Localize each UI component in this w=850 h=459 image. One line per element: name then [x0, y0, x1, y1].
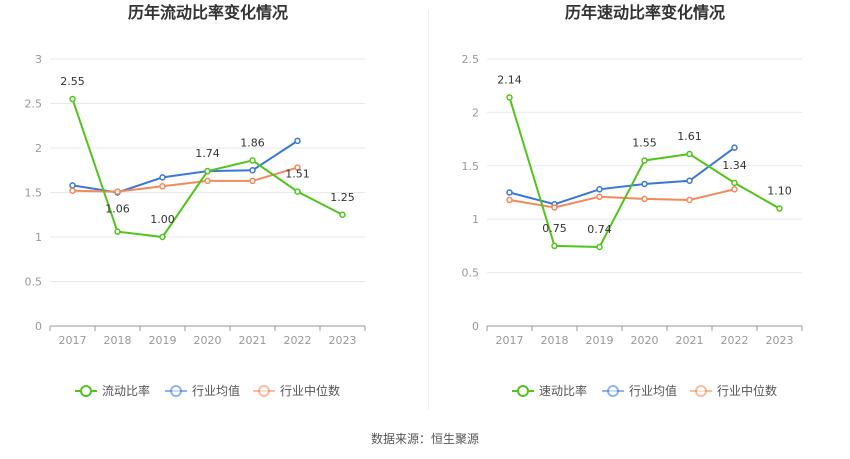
chart1-data-point	[249, 167, 256, 174]
chart2-x-tick-label: 2021	[676, 334, 704, 347]
chart2-data-point	[641, 180, 648, 188]
chart2-data-point	[686, 150, 693, 158]
chart1-y-tick-label: 1	[35, 231, 42, 244]
chart1-legend-marker	[80, 385, 92, 397]
chart2-data-point	[596, 243, 603, 251]
chart1-legend-marker	[258, 385, 270, 397]
chart1-data-point	[204, 177, 211, 185]
chart2-data-label: 0.74	[587, 223, 612, 236]
chart2-data-point	[596, 193, 603, 201]
chart1-legend-label: 流动比率	[102, 383, 150, 398]
chart1-x-tick-label: 2021	[239, 334, 267, 347]
chart2-data-point	[731, 179, 738, 187]
chart2-legend-label: 行业中位数	[717, 383, 777, 398]
chart1-data-label: 1.06	[105, 203, 130, 216]
chart1-data-point	[249, 177, 256, 185]
chart1-data-point	[114, 228, 121, 235]
chart1-y-tick-label: 0	[35, 320, 42, 333]
chart2-y-tick-label: 0	[472, 320, 479, 333]
chart1-x-tick-label: 2023	[329, 334, 357, 347]
chart2-legend-label: 速动比率	[539, 383, 587, 398]
chart1-x-tick-label: 2018	[104, 334, 132, 347]
chart1-data-point	[69, 182, 76, 189]
chart1-y-tick-label: 2.5	[25, 98, 43, 111]
chart2-data-label: 2.14	[497, 73, 522, 86]
chart1-y-tick-label: 1.5	[25, 187, 43, 200]
chart1-x-tick-label: 2022	[284, 334, 312, 347]
chart1-data-point	[249, 157, 256, 164]
chart1-y-tick-label: 0.5	[25, 276, 43, 289]
chart2-x-tick-label: 2019	[586, 334, 614, 347]
data-source-footer: 数据来源：恒生聚源	[370, 432, 479, 446]
chart1-data-point	[159, 233, 166, 241]
chart2-data-label: 1.10	[767, 185, 792, 198]
chart2-title: 历年速动比率变化情况	[565, 3, 725, 22]
chart2-data-point	[551, 204, 558, 211]
chart2-data-label: 1.61	[677, 130, 702, 143]
chart2-x-tick-label: 2023	[766, 334, 794, 347]
chart2-data-point	[506, 196, 513, 204]
chart1-data-label: 1.25	[330, 191, 355, 204]
chart1-data-point	[69, 95, 76, 103]
chart1-legend-label: 行业中位数	[280, 383, 340, 398]
chart2-data-point	[596, 186, 603, 193]
panel-divider	[428, 10, 429, 410]
chart2-data-point	[731, 144, 738, 151]
chart2-y-tick-label: 1	[472, 213, 479, 226]
chart1-data-point	[159, 174, 166, 181]
chart1-series-line-industry-median	[72, 166, 298, 193]
chart2-data-point	[641, 195, 648, 203]
chart2-legend-marker	[695, 385, 707, 397]
chart1-x-tick-label: 2017	[59, 334, 87, 347]
chart1-data-label: 2.55	[60, 75, 85, 88]
chart2-y-tick-label: 2.5	[462, 53, 480, 66]
chart2-data-point	[686, 177, 693, 185]
chart2-x-tick-label: 2018	[541, 334, 569, 347]
chart2-series-line-industry-median	[509, 188, 735, 209]
chart2-data-point	[506, 189, 513, 196]
chart2-y-tick-label: 1.5	[462, 160, 480, 173]
chart2-y-tick-label: 0.5	[462, 267, 480, 280]
chart1-data-label: 1.00	[150, 213, 175, 226]
chart2-x-tick-label: 2020	[631, 334, 659, 347]
chart2-data-point	[551, 242, 558, 250]
chart1-data-point	[159, 183, 166, 190]
chart1-data-point	[294, 137, 301, 145]
chart2-data-point	[731, 186, 738, 193]
chart2-data-label: 1.34	[722, 159, 747, 172]
chart2-data-point	[641, 157, 648, 164]
chart2-data-point	[686, 196, 693, 204]
chart2-y-tick-label: 2	[472, 106, 479, 119]
chart1-title: 历年流动比率变化情况	[128, 3, 288, 22]
chart2-data-label: 0.75	[542, 222, 567, 235]
chart1-data-label: 1.86	[240, 136, 265, 149]
chart2-data-label: 1.55	[632, 136, 657, 149]
chart2-data-point	[506, 94, 513, 101]
chart1-data-point	[294, 164, 301, 171]
chart1-x-tick-label: 2020	[194, 334, 222, 347]
chart1-legend-marker	[170, 385, 182, 397]
chart1-data-point	[114, 188, 121, 195]
chart1-data-point	[294, 188, 301, 195]
chart2-legend-marker	[517, 385, 529, 397]
chart1-x-tick-label: 2019	[149, 334, 177, 347]
chart2-series-line-industry-mean	[509, 146, 736, 206]
chart2-x-tick-label: 2017	[496, 334, 524, 347]
chart1-data-point	[339, 211, 346, 218]
chart2-data-point	[776, 205, 783, 212]
chart1-data-point	[69, 187, 76, 194]
chart1-y-tick-label: 2	[35, 142, 42, 155]
chart1-y-tick-label: 3	[35, 53, 42, 66]
chart2-x-tick-label: 2022	[721, 334, 749, 347]
chart1-data-label: 1.51	[285, 168, 310, 181]
chart1-legend-label: 行业均值	[192, 383, 240, 398]
chart2-legend-marker	[607, 385, 619, 397]
chart1-data-point	[204, 167, 211, 175]
chart1-data-label: 1.74	[195, 147, 220, 160]
chart2-legend-label: 行业均值	[629, 383, 677, 398]
